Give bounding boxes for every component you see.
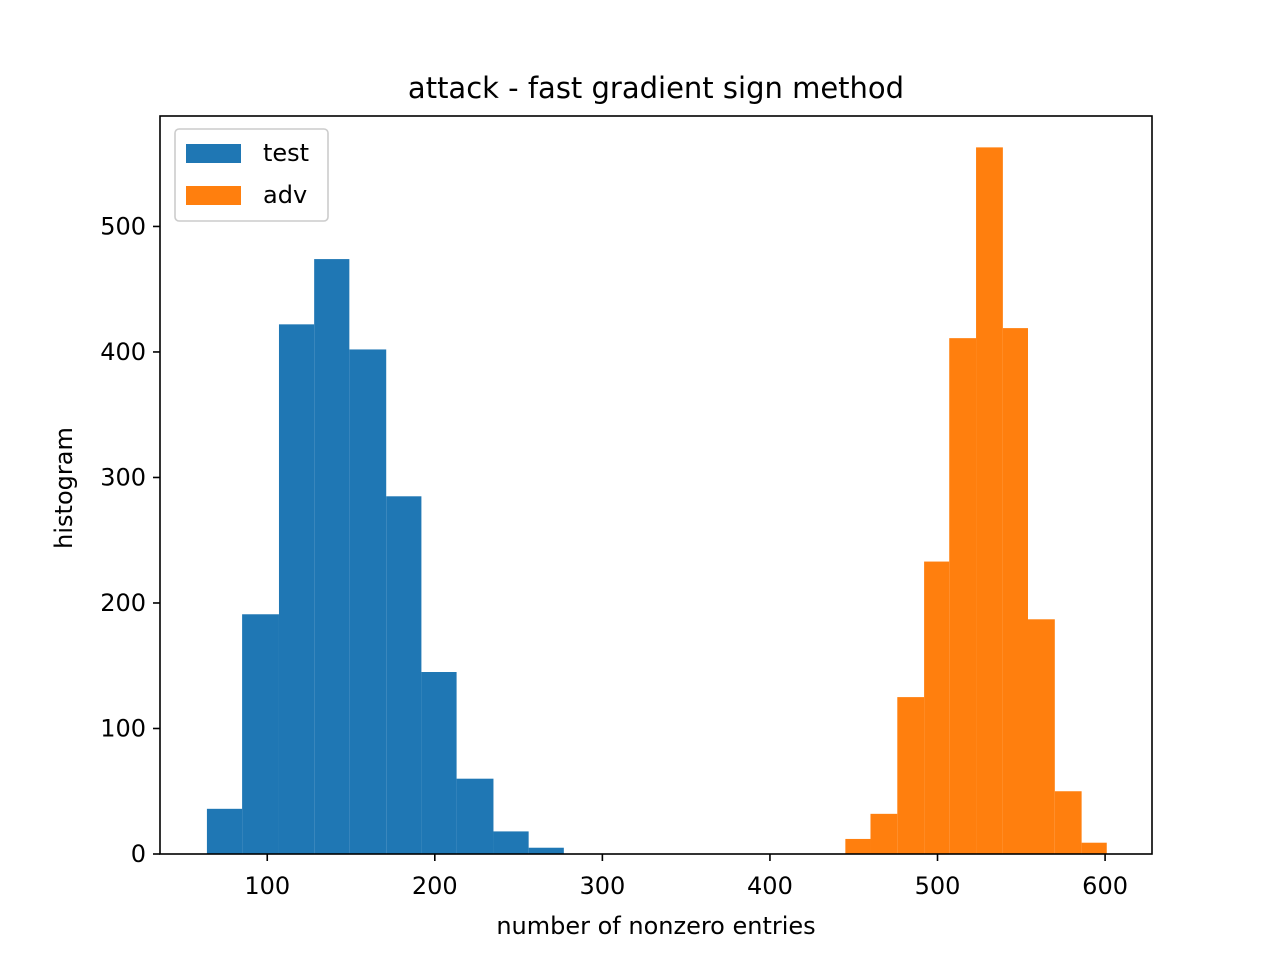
bar-test-2 bbox=[278, 324, 315, 854]
plot-frame bbox=[159, 115, 1153, 855]
bar-test-5 bbox=[386, 496, 422, 854]
x-tick-label-600: 600 bbox=[1082, 872, 1128, 900]
y-tick-label-100: 100 bbox=[100, 714, 146, 742]
bar-test-0 bbox=[206, 808, 243, 854]
x-tick-label-500: 500 bbox=[915, 872, 961, 900]
bar-adv-1 bbox=[870, 813, 898, 854]
bar-adv-8 bbox=[1054, 791, 1082, 854]
x-tick-label-400: 400 bbox=[747, 872, 793, 900]
bar-adv-2 bbox=[897, 697, 925, 854]
chart-title: attack - fast gradient sign method bbox=[408, 71, 904, 105]
bar-test-3 bbox=[314, 259, 350, 854]
bar-adv-0 bbox=[845, 838, 871, 854]
bar-test-1 bbox=[242, 614, 279, 854]
bars-layer bbox=[206, 147, 1107, 854]
y-tick-label-300: 300 bbox=[100, 463, 146, 491]
bar-test-4 bbox=[349, 349, 387, 854]
bar-adv-5 bbox=[976, 147, 1003, 854]
bar-adv-3 bbox=[924, 561, 950, 854]
axes-layer: 100 200 300 400 500 600 0 100 200 300 400 500 bbox=[100, 212, 1128, 900]
bar-test-9 bbox=[528, 847, 564, 854]
y-tick-label-200: 200 bbox=[100, 589, 146, 617]
bar-adv-6 bbox=[1002, 328, 1028, 854]
bar-adv-9 bbox=[1081, 842, 1107, 854]
legend-label-test: test bbox=[263, 139, 309, 167]
y-axis-label: histogram bbox=[50, 427, 78, 549]
bar-test-8 bbox=[493, 831, 529, 854]
bar-adv-7 bbox=[1028, 619, 1055, 854]
legend-label-adv: adv bbox=[263, 181, 307, 209]
x-tick-label-200: 200 bbox=[412, 872, 458, 900]
x-axis-label: number of nonzero entries bbox=[496, 912, 815, 940]
y-tick-label-500: 500 bbox=[100, 212, 146, 240]
bar-test-6 bbox=[421, 672, 457, 854]
y-tick-label-0: 0 bbox=[131, 840, 146, 868]
bar-adv-4 bbox=[949, 338, 977, 854]
legend-swatch-adv bbox=[186, 186, 241, 205]
bar-test-7 bbox=[456, 778, 494, 854]
legend-swatch-test bbox=[186, 144, 241, 163]
x-tick-label-100: 100 bbox=[244, 872, 290, 900]
chart-legend: test adv bbox=[174, 128, 329, 222]
x-tick-label-300: 300 bbox=[579, 872, 625, 900]
y-tick-label-400: 400 bbox=[100, 338, 146, 366]
